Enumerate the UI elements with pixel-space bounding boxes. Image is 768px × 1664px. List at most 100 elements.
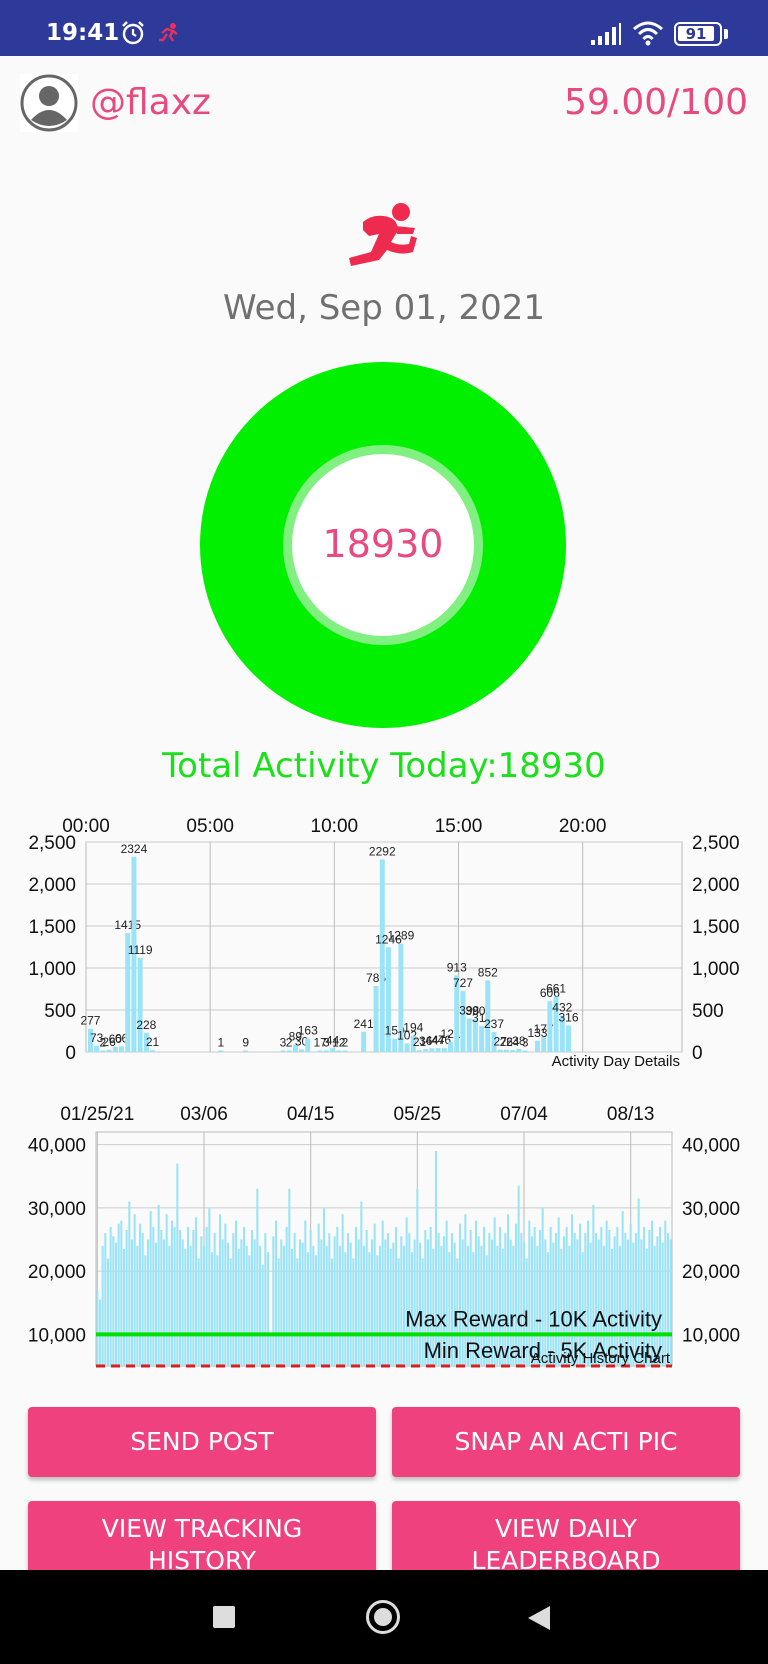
chart-bar [570, 1214, 574, 1366]
bar-value-label: 26 [500, 1035, 514, 1049]
chart-bar [370, 1239, 374, 1366]
chart-bar [581, 1252, 584, 1366]
chart-bar [386, 947, 391, 1052]
chart-bar [218, 1214, 222, 1366]
chart-bar [264, 1233, 267, 1366]
runner-icon [349, 203, 417, 266]
chart-bar [186, 1226, 190, 1366]
bar-value-label: 2 [100, 1036, 107, 1050]
send-post-button[interactable]: SEND POST [28, 1407, 376, 1477]
chart-bar [610, 1249, 614, 1366]
view-daily-leaderboard-button[interactable]: VIEW DAILY LEADERBOARD [392, 1501, 740, 1570]
chart-bar [520, 1233, 523, 1366]
bar-value-label: 17 [314, 1036, 328, 1050]
chart-bar [323, 1050, 329, 1052]
snap-pic-button[interactable]: SNAP AN ACTI PIC [392, 1407, 740, 1477]
limit-line-label: Min Reward - 5K Activity [424, 1338, 662, 1363]
chart-bar [314, 1255, 318, 1366]
chart-bar [296, 1258, 299, 1366]
back-icon[interactable] [526, 1604, 552, 1632]
chart-bar [666, 1233, 670, 1366]
chart-bar [448, 1252, 451, 1366]
chart-bar [141, 1233, 144, 1366]
chart-bar [285, 1226, 288, 1366]
battery-level: 91 [685, 25, 707, 43]
avatar-icon[interactable] [20, 74, 78, 132]
chart-bar [624, 1233, 627, 1366]
chart-bar [376, 1255, 379, 1366]
chart-bar [245, 1245, 248, 1366]
bar-value-label: 66 [115, 1031, 129, 1045]
chart-bar [618, 1245, 622, 1366]
activity-history-chart: 10,000 10,000 20,000 20,000 30,000 30,000 40,0… [28, 1104, 740, 1368]
chart-bar [404, 1043, 410, 1052]
chart-bar [208, 1207, 211, 1366]
chart-bar [298, 1239, 302, 1366]
chart-bar [413, 1239, 416, 1366]
chart-bar [434, 1150, 438, 1366]
bar-value-label: 1289 [388, 929, 415, 943]
chart-bar [250, 1230, 254, 1366]
chart-bar [234, 1220, 238, 1366]
chart-bar [341, 1214, 344, 1366]
chart-bar [242, 1226, 246, 1366]
chart-bar [125, 1230, 128, 1366]
system-nav-bar [0, 1570, 768, 1664]
chart-bar [150, 1050, 156, 1052]
y-tick-label-right: 30,000 [682, 1199, 740, 1220]
home-button[interactable] [366, 1600, 400, 1634]
chart-bar [226, 1242, 230, 1366]
chart-bar [456, 1258, 459, 1366]
chart-bar [392, 1038, 398, 1052]
bar-value-label: 12 [332, 1036, 346, 1050]
chart-bar [454, 975, 460, 1052]
x-tick-label: 08/13 [607, 1104, 655, 1125]
chart-bar [445, 1220, 448, 1366]
chart-bar [386, 1233, 390, 1366]
chart-bar [243, 1050, 249, 1052]
chart-bar [533, 1226, 536, 1366]
chart-bar [202, 1245, 206, 1366]
chart-bar [379, 859, 385, 1052]
view-tracking-history-button[interactable]: VIEW TRACKING HISTORY [28, 1501, 376, 1570]
chart-bar [544, 1239, 547, 1366]
chart-bar [253, 1239, 256, 1366]
chart-bar [477, 1236, 480, 1366]
ring-center [292, 454, 474, 636]
chart-bar [426, 1239, 430, 1366]
bar-value-label: 2 [286, 1036, 293, 1050]
chart-bar [152, 1226, 155, 1366]
bar-value-label: 2324 [121, 842, 148, 856]
chart-bar [344, 1252, 347, 1366]
chart-bar [168, 1245, 171, 1366]
recents-button[interactable] [213, 1606, 235, 1628]
chart-bar [354, 1226, 358, 1366]
chart-bar [650, 1220, 654, 1366]
username[interactable]: @flaxz [90, 82, 211, 123]
chart-bar [621, 1211, 624, 1366]
chart-bar [491, 1032, 497, 1052]
y-tick-label-right: 2,500 [692, 833, 740, 854]
x-tick-label: 05:00 [186, 816, 234, 837]
bar-value-label: 3 [323, 1036, 330, 1050]
chart-bar [266, 1252, 270, 1366]
chart-bar [429, 1226, 432, 1366]
chart-bar [117, 1223, 120, 1366]
bar-value-label: 228 [136, 1018, 156, 1032]
tracking-label-line1: VIEW TRACKING [101, 1514, 303, 1543]
chart-bar [503, 1049, 509, 1052]
chart-bar [210, 1252, 214, 1366]
chart-bar [114, 1242, 118, 1366]
chart-bar [474, 1220, 478, 1366]
chart-bar [472, 1019, 478, 1052]
chart-bar [648, 1230, 651, 1366]
chart-bar [634, 1233, 638, 1366]
wifi-icon [633, 21, 663, 46]
chart-bar [137, 958, 143, 1052]
chart-bar [293, 1233, 296, 1366]
leaderboard-label-line2: LEADERBOARD [471, 1546, 661, 1570]
chart-bar [410, 1035, 416, 1052]
tracking-label-line2: HISTORY [147, 1546, 257, 1570]
chart-bar [466, 1245, 470, 1366]
date-label: Wed, Sep 01, 2021 [222, 288, 546, 328]
